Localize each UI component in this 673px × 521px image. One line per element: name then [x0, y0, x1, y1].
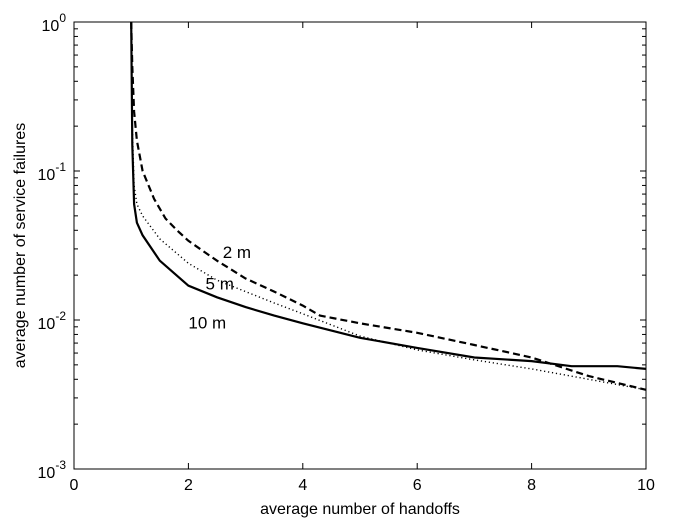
series-annotation: 5 m: [206, 275, 234, 294]
series-lines: [130, 21, 647, 391]
series-annotation: 10 m: [188, 313, 226, 332]
y-tick-label: 10-1: [38, 160, 67, 184]
x-axis-label: average number of handoffs: [260, 501, 460, 518]
series-line-2m: [130, 21, 647, 391]
y-tick-label: 10-2: [38, 309, 67, 333]
plot-area: [73, 21, 647, 470]
y-tick-label: 100: [42, 11, 67, 35]
x-tick-label: 2: [184, 477, 193, 494]
x-tick-label: 8: [527, 477, 536, 494]
x-tick-label: 4: [298, 477, 307, 494]
x-tick-label: 10: [637, 477, 655, 494]
tick-labels: 0 2 4 6 8 10 10-3 10-2 10-1 100: [38, 11, 655, 494]
series-line-10m: [130, 21, 647, 370]
x-tick-label: 6: [413, 477, 422, 494]
x-tick-label: 0: [70, 477, 79, 494]
series-line-5m: [130, 21, 647, 391]
axis-ticks: [73, 21, 647, 470]
y-tick-label: 10-3: [38, 458, 67, 482]
series-annotation: 2 m: [223, 243, 251, 262]
y-axis-label: average number of service failures: [12, 123, 29, 368]
series-annotations: 2 m 5 m 10 m: [188, 243, 251, 332]
